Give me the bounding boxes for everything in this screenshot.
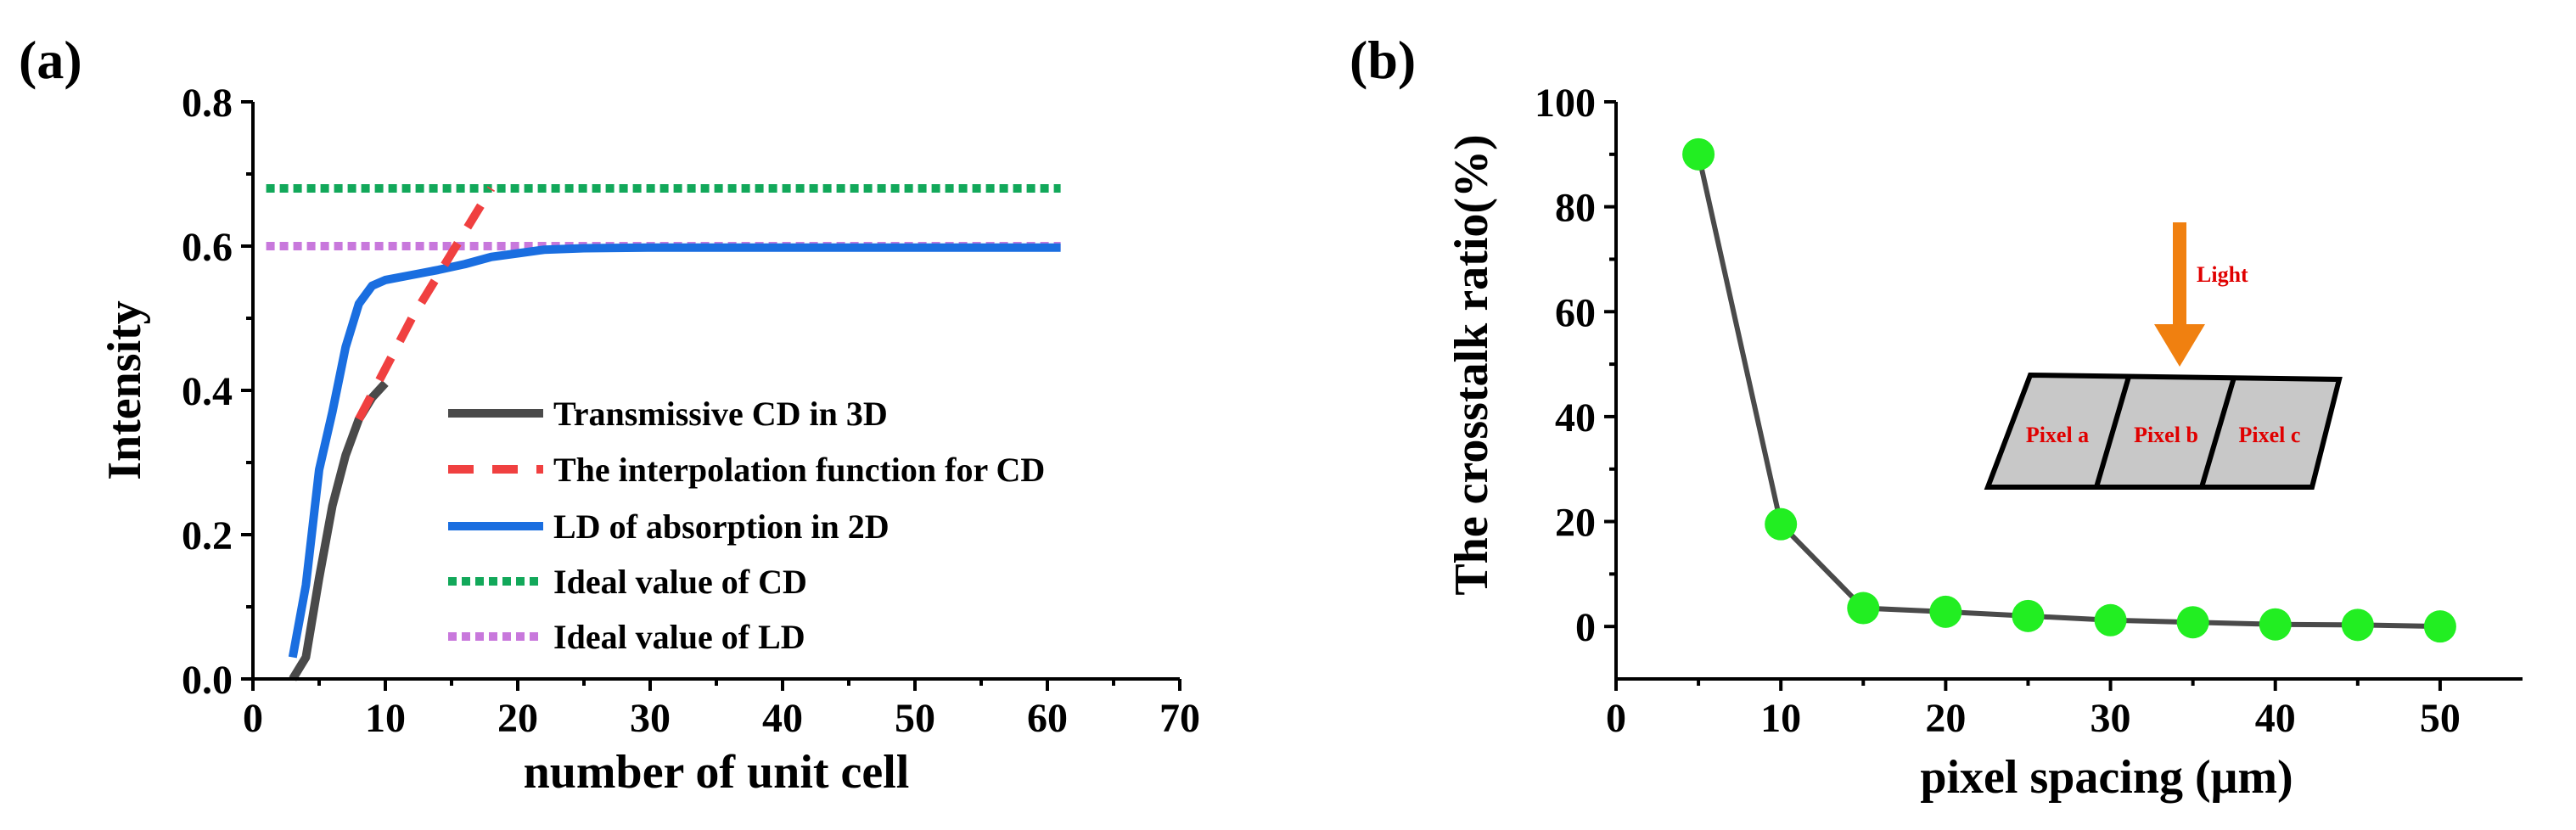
a-x-tick-label: 10 [365, 696, 406, 741]
a-x-tick-label: 40 [762, 696, 803, 741]
b-x-tick-label: 50 [2420, 696, 2461, 741]
crosstalk-point [1682, 137, 1715, 171]
b-y-tick-label: 40 [1555, 395, 1596, 440]
panel-b: (b) 0 10 20 30 40 50 0 20 40 60 80 100 pixel spaci… [1350, 30, 2523, 804]
b-y-tick-label: 20 [1555, 501, 1596, 546]
pixel-divider-1 [2094, 376, 2131, 488]
crosstalk-point [2341, 608, 2374, 642]
panel-b-label: (b) [1350, 30, 1416, 90]
panel-b-x-tick-labels: 0 10 20 30 40 50 [1606, 696, 2461, 741]
panel-a-y-axis-title: Intensity [98, 300, 151, 480]
series-interpolation [355, 186, 496, 422]
series-cd-3d [289, 380, 389, 681]
a-y-tick-label: 0.0 [182, 658, 233, 703]
crosstalk-line [1696, 154, 2440, 630]
pixel-array-plate [1984, 372, 2343, 490]
pixel-b-label: Pixel b [2134, 423, 2198, 447]
light-label: Light [2197, 262, 2248, 287]
pixel-divider-2 [2199, 377, 2236, 488]
panel-b-y-axis-title: The crosstalk ratio(%) [1445, 134, 1498, 595]
crosstalk-point [2259, 608, 2292, 641]
legend-label-ld-2d: LD of absorption in 2D [553, 508, 890, 546]
crosstalk-point [2423, 610, 2456, 643]
crosstalk-point [1847, 592, 1880, 625]
panel-a-label: (a) [19, 30, 82, 90]
b-y-tick-label: 60 [1555, 290, 1596, 335]
b-y-tick-label: 80 [1555, 186, 1596, 231]
b-y-tick-label: 100 [1535, 81, 1596, 126]
a-y-tick-label: 0.8 [182, 81, 233, 126]
crosstalk-point [2176, 606, 2209, 639]
a-y-tick-label: 0.4 [182, 369, 233, 414]
crosstalk-point [2094, 603, 2127, 637]
panel-a-series [266, 184, 1061, 681]
a-x-tick-label: 30 [630, 696, 671, 741]
panel-a-y-tick-labels: 0.0 0.2 0.4 0.6 0.8 [182, 81, 233, 703]
legend-label-cd-3d: Transmissive CD in 3D [553, 395, 888, 433]
panel-b-y-tick-labels: 0 20 40 60 80 100 [1535, 81, 1596, 650]
a-x-tick-label: 0 [243, 696, 263, 741]
inset-pixel-diagram: Light Pixel a Pixel b Pixel c [1984, 222, 2343, 490]
pixel-c-label: Pixel c [2239, 423, 2301, 447]
legend-label-interpolation: The interpolation function for CD [553, 451, 1045, 489]
legend-label-ideal-cd: Ideal value of CD [553, 563, 807, 601]
a-x-tick-label: 20 [497, 696, 538, 741]
crosstalk-point [1929, 595, 1962, 628]
b-x-tick-label: 10 [1760, 696, 1801, 741]
a-y-tick-label: 0.6 [182, 225, 233, 270]
legend-label-ideal-ld: Ideal value of LD [553, 618, 805, 656]
a-x-tick-label: 60 [1027, 696, 1068, 741]
a-y-tick-label: 0.2 [182, 513, 233, 558]
b-x-tick-label: 40 [2255, 696, 2296, 741]
panel-b-series [1682, 137, 2456, 643]
series-ld-2d [288, 243, 1061, 659]
panel-a-legend: Transmissive CD in 3D The interpolation … [448, 395, 1045, 656]
a-x-tick-label: 70 [1159, 696, 1200, 741]
pixel-a-label: Pixel a [2026, 423, 2089, 447]
b-x-tick-label: 20 [1925, 696, 1966, 741]
b-x-tick-label: 30 [2091, 696, 2131, 741]
crosstalk-point [1765, 508, 1798, 541]
light-arrow-head-icon [2154, 324, 2205, 367]
panel-b-x-axis-title: pixel spacing (μm) [1920, 751, 2293, 804]
panel-a-x-tick-labels: 0 10 20 30 40 50 60 70 [243, 696, 1200, 741]
b-y-tick-label: 0 [1575, 605, 1596, 650]
panel-a-x-axis-title: number of unit cell [524, 746, 910, 799]
panel-a: (a) 0 10 20 30 40 50 60 70 0.0 0.2 0.4 0.6 0.8 numb… [19, 30, 1200, 799]
b-x-tick-label: 0 [1606, 696, 1626, 741]
crosstalk-point [2012, 599, 2045, 632]
a-x-tick-label: 50 [895, 696, 935, 741]
